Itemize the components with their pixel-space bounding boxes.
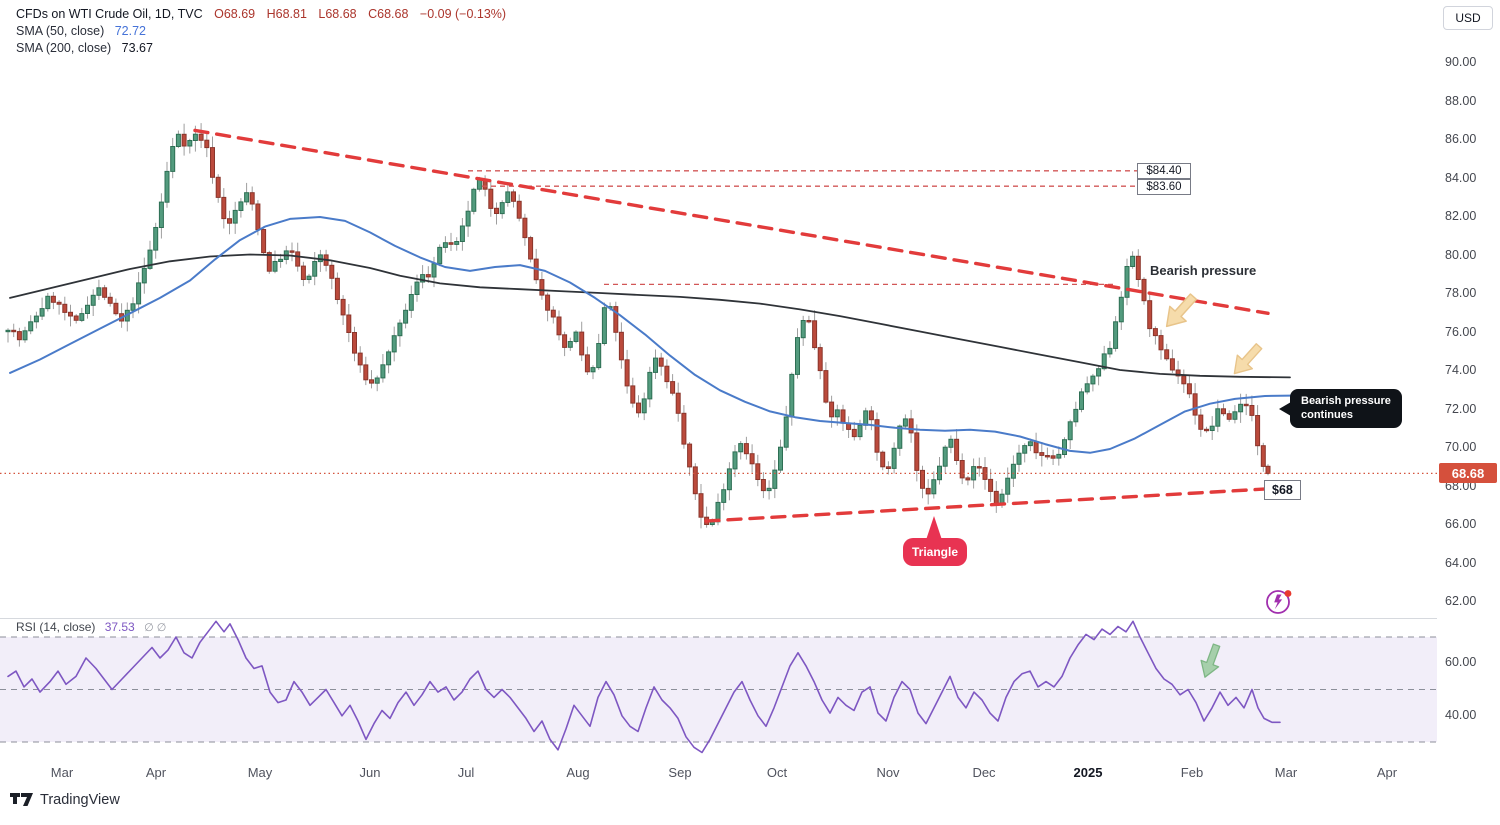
symbol-row: CFDs on WTI Crude Oil, 1D, TVC O68.69 H6… <box>16 6 506 23</box>
rsi-legend: RSI (14, close) 37.53 ∅ ∅ <box>16 620 166 634</box>
callout-line2: continues <box>1301 408 1353 421</box>
sma50-value: 72.72 <box>114 24 146 38</box>
price-axis[interactable]: USD 68.68 90.00 88.00 86.00 84.00 82.00 80.00… <box>1437 0 1500 787</box>
callout-line1: Bearish pressure <box>1301 395 1391 407</box>
price-tick-label: 90.00 <box>1445 55 1477 69</box>
tradingview-logo-mark <box>10 793 33 806</box>
callout-tail <box>1279 402 1291 416</box>
chart-legend: CFDs on WTI Crude Oil, 1D, TVC O68.69 H6… <box>16 6 506 57</box>
rsi-tick-label: 60.00 <box>1445 655 1477 670</box>
tradingview-logo-text: TradingView <box>40 792 120 808</box>
price-tick-label: 70.00 <box>1445 440 1477 454</box>
time-axis-label-apr: Apr <box>145 765 167 780</box>
rsi-tick-label: 40.00 <box>1445 707 1477 722</box>
price-level-label-84-40: $84.40 <box>1137 163 1191 179</box>
price-tick-label: 72.00 <box>1445 401 1477 416</box>
rsi-label[interactable]: RSI (14, close) <box>16 620 96 634</box>
price-tick-label: 80.00 <box>1445 247 1477 262</box>
sma50-label[interactable]: SMA (50, close) <box>16 24 105 38</box>
ohlc-change: −0.09 (−0.13%) <box>419 7 507 21</box>
ohlc-low: L68.68 <box>318 7 357 21</box>
time-axis-label-mar: Mar <box>1274 765 1298 780</box>
time-axis-label-nov: Nov <box>876 765 900 780</box>
price-tick-label: 88.00 <box>1445 93 1477 108</box>
price-level-label-83-60: $83.60 <box>1137 179 1191 195</box>
notification-dot <box>1284 590 1292 597</box>
ohlc-open: O68.69 <box>214 7 256 21</box>
price-tick-label: 66.00 <box>1445 517 1477 531</box>
flash-icon[interactable] <box>1261 584 1295 618</box>
time-axis-label-feb: Feb <box>1180 765 1204 780</box>
time-axis-label-2025: 2025 <box>1073 765 1103 780</box>
symbol-title[interactable]: CFDs on WTI Crude Oil, 1D, TVC <box>16 7 203 21</box>
ohlc-close: C68.68 <box>368 7 409 21</box>
triangle-callout-tail <box>926 516 942 540</box>
bearish-pressure-note: Bearish pressure <box>1150 263 1257 278</box>
sma200-row: SMA (200, close) 73.67 <box>16 40 506 57</box>
time-axis-label-jul: Jul <box>457 765 475 780</box>
price-tick-label: 86.00 <box>1445 132 1477 146</box>
price-tick-label: 74.00 <box>1445 363 1477 377</box>
price-tick-label: 76.00 <box>1445 324 1477 339</box>
sma50-row: SMA (50, close) 72.72 <box>16 23 506 40</box>
time-axis-label-mar: Mar <box>50 765 74 780</box>
sma200-value: 73.67 <box>121 41 153 55</box>
time-axis-label-jun: Jun <box>359 765 381 780</box>
time-axis-label-sep: Sep <box>668 765 692 780</box>
currency-toggle-button[interactable]: USD <box>1443 6 1493 30</box>
price-tick-label: 82.00 <box>1445 209 1477 223</box>
triangle-callout: Triangle <box>903 516 967 566</box>
price-tick-label: 78.00 <box>1445 286 1477 300</box>
time-axis-label-aug: Aug <box>566 765 590 780</box>
price-level-label-68: $68 <box>1264 480 1301 500</box>
time-axis-label-may: May <box>247 765 273 780</box>
sma200-label[interactable]: SMA (200, close) <box>16 41 112 55</box>
price-tick-label: 62.00 <box>1445 594 1477 608</box>
price-tick-label: 64.00 <box>1445 555 1477 570</box>
rsi-value: 37.53 <box>104 620 135 634</box>
last-price-badge: 68.68 <box>1439 463 1497 483</box>
bearish-continues-callout: Bearish pressure continues <box>1279 389 1402 428</box>
lightning-bolt-icon <box>1274 594 1283 610</box>
price-tick-label: 84.00 <box>1445 170 1477 185</box>
time-axis-label-oct: Oct <box>766 765 788 780</box>
ohlc-high: H68.81 <box>266 7 307 21</box>
time-axis[interactable]: Mar Apr May Jun Jul Aug Sep Oct Nov Dec 2025 Feb Mar… <box>0 758 1500 787</box>
time-axis-label-dec: Dec <box>972 765 996 780</box>
pane-divider[interactable] <box>0 618 1437 619</box>
time-axis-label-apr: Apr <box>1376 765 1398 780</box>
triangle-callout-text: Triangle <box>911 545 958 559</box>
tradingview-logo[interactable]: TradingView <box>10 792 120 808</box>
rsi-hidden-icons[interactable]: ∅ ∅ <box>144 622 167 634</box>
